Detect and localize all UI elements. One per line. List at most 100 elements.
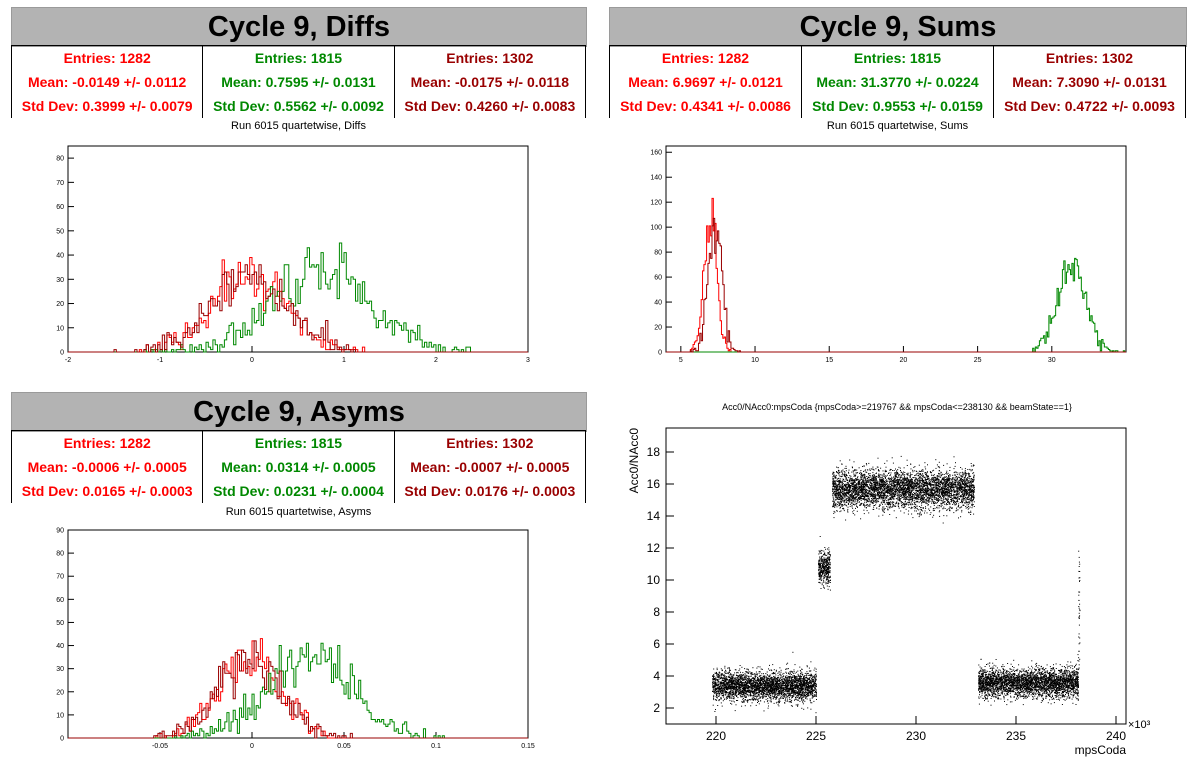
scatter-cluster [818, 536, 831, 591]
stat-std: Std Dev: 0.4722 +/- 0.0093 [1004, 98, 1175, 114]
histogram-series-darkred [666, 217, 1126, 353]
histogram-series-green [68, 242, 528, 353]
stat-mean: Mean: -0.0006 +/- 0.0005 [27, 459, 187, 475]
x-tick-label: 1 [342, 357, 346, 364]
sums-stat-darkred: Entries: 1302 Mean: 7.3090 +/- 0.0131 St… [993, 46, 1186, 118]
stat-std: Std Dev: 0.0231 +/- 0.0004 [213, 483, 384, 499]
asyms-stat-green: Entries: 1815 Mean: 0.0314 +/- 0.0005 St… [202, 431, 393, 503]
histogram-series-red [666, 197, 1126, 353]
y-tick-label: 30 [56, 666, 64, 673]
plot-frame [67, 145, 529, 353]
x-tick-label: -1 [157, 357, 163, 364]
x-tick-label: 5 [679, 357, 683, 364]
scatter-cluster [832, 455, 975, 524]
stat-entries: Entries: 1302 [446, 50, 534, 66]
x-tick-label: 0 [250, 743, 254, 750]
x-tick-label: 30 [1048, 357, 1056, 364]
y-tick-label: 70 [56, 180, 64, 187]
histogram-series-darkred [68, 264, 528, 353]
stat-std: Std Dev: 0.0176 +/- 0.0003 [404, 483, 576, 499]
y-tick-label: 100 [650, 225, 662, 232]
asyms-subtitle: Run 6015 quartetwise, Asyms [225, 506, 372, 518]
x-tick-label: 20 [900, 357, 908, 364]
plot-frame [665, 427, 1127, 725]
diffs-histogram: 0 10 20 30 40 50 60 70 80 -2 -1 0 1 2 3 [56, 145, 530, 364]
sums-stat-red: Entries: 1282 Mean: 6.9697 +/- 0.0121 St… [609, 46, 801, 118]
diffs-stat-green: Entries: 1815 Mean: 0.7595 +/- 0.0131 St… [202, 46, 393, 118]
x-tick-label: 3 [526, 357, 530, 364]
stat-std: Std Dev: 0.3999 +/- 0.0079 [21, 98, 193, 114]
stat-entries: Entries: 1282 [63, 435, 151, 451]
y-tick-label: 10 [56, 325, 64, 332]
x-axis-label: mpsCoda [1075, 743, 1127, 757]
sums-subtitle: Run 6015 quartetwise, Sums [826, 120, 969, 132]
y-tick-label: 20 [56, 301, 64, 308]
stat-entries: Entries: 1302 [1045, 50, 1134, 66]
x-tick-label: 240 [1106, 729, 1126, 743]
x-tick-label: -2 [65, 357, 71, 364]
x-multiplier-label: ×10³ [1128, 719, 1151, 731]
x-tick-label: 235 [1006, 729, 1026, 743]
scatter-cluster [978, 654, 1079, 706]
scatter-cluster [1078, 550, 1081, 670]
y-tick-label: 20 [56, 689, 64, 696]
y-tick-label: 160 [650, 150, 662, 157]
y-tick-label: 12 [647, 541, 661, 555]
y-tick-label: 120 [650, 200, 662, 207]
stat-std: Std Dev: 0.9553 +/- 0.0159 [812, 98, 983, 114]
stat-mean: Mean: 6.9697 +/- 0.0121 [628, 74, 783, 90]
y-tick-label: 60 [654, 275, 662, 282]
y-tick-label: 0 [60, 350, 64, 357]
y-tick-label: 30 [56, 277, 64, 284]
y-tick-label: 10 [56, 712, 64, 719]
diffs-title: Cycle 9, Diffs [11, 7, 587, 47]
x-tick-label: 25 [974, 357, 982, 364]
scatter-cluster [712, 651, 817, 714]
stat-entries: Entries: 1282 [63, 50, 151, 66]
y-tick-label: 80 [56, 551, 64, 558]
y-tick-label: 50 [56, 620, 64, 627]
x-tick-label: 220 [706, 729, 726, 743]
y-tick-label: 140 [650, 175, 662, 182]
sums-histogram: 0 20 40 60 80 100 120 140 160 5 10 15 20 25 30 [650, 145, 1127, 364]
stat-entries: Entries: 1815 [853, 50, 942, 66]
x-tick-label: 10 [751, 357, 759, 364]
y-tick-label: 50 [56, 228, 64, 235]
x-tick-label: -0.05 [152, 743, 168, 750]
y-tick-label: 40 [56, 253, 64, 260]
stat-std: Std Dev: 0.4260 +/- 0.0083 [404, 98, 576, 114]
histogram-series-red [68, 256, 528, 353]
plot-frame [67, 529, 529, 739]
sums-stats-box: Entries: 1282 Mean: 6.9697 +/- 0.0121 St… [609, 45, 1186, 118]
histogram-series-darkred [68, 640, 528, 739]
stat-std: Std Dev: 0.0165 +/- 0.0003 [21, 483, 193, 499]
y-tick-label: 40 [56, 643, 64, 650]
stat-std: Std Dev: 0.5562 +/- 0.0092 [213, 98, 384, 114]
stat-mean: Mean: -0.0007 +/- 0.0005 [410, 459, 570, 475]
diffs-stat-red: Entries: 1282 Mean: -0.0149 +/- 0.0112 S… [11, 46, 202, 118]
y-tick-label: 40 [654, 300, 662, 307]
y-tick-label: 20 [654, 325, 662, 332]
diffs-stats-box: Entries: 1282 Mean: -0.0149 +/- 0.0112 S… [11, 45, 586, 118]
stat-entries: Entries: 1815 [254, 435, 343, 451]
sums-stat-green: Entries: 1815 Mean: 31.3770 +/- 0.0224 S… [801, 46, 993, 118]
x-tick-label: 2 [434, 357, 438, 364]
stat-mean: Mean: 31.3770 +/- 0.0224 [816, 74, 979, 90]
asyms-histogram: 0 10 20 30 40 50 60 70 80 90 -0.05 0 0.05 0.1 0.15 [56, 528, 535, 751]
histogram-series-green [68, 642, 528, 739]
asyms-stat-darkred: Entries: 1302 Mean: -0.0007 +/- 0.0005 S… [393, 431, 586, 503]
x-tick-label: 225 [806, 729, 826, 743]
diffs-stat-darkred: Entries: 1302 Mean: -0.0175 +/- 0.0118 S… [393, 46, 586, 118]
y-tick-label: 80 [56, 156, 64, 163]
y-tick-label: 4 [653, 669, 660, 683]
stat-std: Std Dev: 0.4341 +/- 0.0086 [620, 98, 791, 114]
histogram-series-green [666, 257, 1126, 353]
y-axis-label: Acc0/NAcc0 [627, 428, 641, 494]
stat-entries: Entries: 1815 [254, 50, 343, 66]
histogram-series-red [68, 638, 528, 739]
x-tick-label: 230 [906, 729, 926, 743]
stat-mean: Mean: -0.0149 +/- 0.0112 [27, 74, 187, 90]
y-tick-label: 2 [653, 701, 660, 715]
x-tick-label: 0 [250, 357, 254, 364]
sums-title: Cycle 9, Sums [609, 7, 1187, 47]
